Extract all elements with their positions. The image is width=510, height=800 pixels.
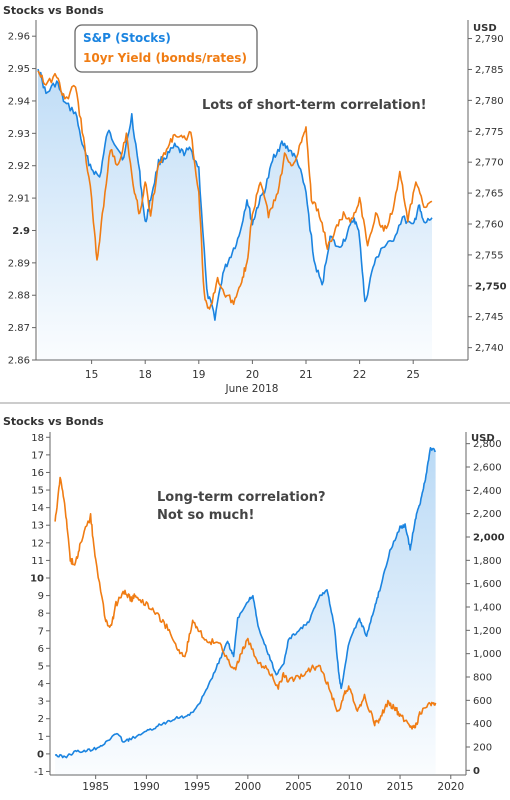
bottom-sp-area bbox=[55, 447, 436, 775]
bottom-left-tick-label: 6 bbox=[38, 644, 44, 655]
top-right-tick-label: 2,770 bbox=[475, 158, 504, 169]
top-yield-series-line bbox=[37, 70, 433, 310]
bottom-left-tick-label: 2 bbox=[38, 714, 44, 725]
bottom-annotation-line-1: Long-term correlation? bbox=[157, 490, 326, 505]
top-left-tick-label: 2.86 bbox=[8, 356, 30, 367]
bottom-right-tick-label: 600 bbox=[473, 696, 492, 707]
bottom-right-tick-label: 2,000 bbox=[473, 533, 505, 544]
bottom-left-tick-label: 5 bbox=[38, 661, 44, 672]
top-x-tick-label: 25 bbox=[407, 369, 420, 381]
bottom-left-tick-label: 3 bbox=[38, 697, 44, 708]
top-x-tick-label: 22 bbox=[353, 369, 366, 381]
legend-box bbox=[74, 24, 258, 73]
bottom-left-tick-label: 0 bbox=[37, 749, 44, 760]
top-x-tick-label: 18 bbox=[139, 369, 152, 381]
top-left-tick-label: 2.96 bbox=[8, 32, 30, 43]
top-right-axis-unit: USD bbox=[473, 23, 497, 34]
bottom-chart-title: Stocks vs Bonds bbox=[3, 415, 104, 428]
top-annotation: Lots of short-term correlation! bbox=[202, 98, 427, 113]
top-left-tick-label: 2.89 bbox=[8, 258, 30, 269]
bottom-right-tick-label: 200 bbox=[473, 743, 492, 754]
legend-sp-label: S&P (Stocks) bbox=[83, 31, 171, 45]
top-x-tick-label: 15 bbox=[85, 369, 98, 381]
bottom-chart: Stocks vs Bonds USD -1012345678910111213… bbox=[3, 415, 505, 793]
top-right-tick-label: 2,780 bbox=[475, 96, 504, 107]
bottom-left-tick-label: 14 bbox=[31, 503, 44, 514]
bottom-left-tick-label: 15 bbox=[31, 486, 44, 497]
top-right-tick-label: 2,750 bbox=[475, 281, 507, 292]
bottom-left-tick-label: 17 bbox=[31, 450, 44, 461]
top-x-tick-label: 21 bbox=[299, 369, 312, 381]
top-x-axis-label: June 2018 bbox=[225, 383, 279, 395]
bottom-left-tick-label: 4 bbox=[38, 679, 44, 690]
bottom-left-tick-label: 1 bbox=[38, 732, 44, 743]
bottom-right-tick-label: 1,000 bbox=[473, 649, 502, 660]
bottom-x-tick-label: 1990 bbox=[133, 781, 160, 793]
top-right-tick-label: 2,745 bbox=[475, 312, 504, 323]
bottom-sp-series-line bbox=[54, 447, 437, 759]
bottom-x-tick-label: 2020 bbox=[437, 781, 464, 793]
bottom-left-tick-label: 9 bbox=[38, 591, 44, 602]
top-right-tick-label: 2,775 bbox=[475, 127, 504, 138]
bottom-yield-series-line bbox=[54, 476, 437, 730]
top-right-tick-label: 2,765 bbox=[475, 189, 504, 200]
bottom-right-tick-label: 2,800 bbox=[473, 439, 502, 450]
bottom-right-tick-label: 2,600 bbox=[473, 463, 502, 474]
bottom-annotation-line-2: Not so much! bbox=[157, 508, 254, 523]
top-right-tick-label: 2,760 bbox=[475, 220, 504, 231]
bottom-left-tick-label: 11 bbox=[31, 556, 44, 567]
bottom-left-tick-label: -1 bbox=[34, 767, 44, 778]
top-left-tick-label: 2.87 bbox=[8, 323, 30, 334]
bottom-right-tick-label: 2,400 bbox=[473, 486, 502, 497]
bottom-left-tick-label: 18 bbox=[31, 433, 44, 444]
bottom-x-tick-label: 1995 bbox=[184, 781, 211, 793]
bottom-right-tick-label: 1,400 bbox=[473, 603, 502, 614]
bottom-x-tick-label: 2005 bbox=[285, 781, 312, 793]
bottom-x-tick-label: 2000 bbox=[234, 781, 261, 793]
top-left-tick-label: 2.91 bbox=[8, 194, 30, 205]
bottom-left-tick-label: 13 bbox=[31, 521, 44, 532]
top-legend: S&P (Stocks) 10yr Yield (bonds/rates) bbox=[74, 24, 258, 73]
bottom-right-tick-label: 1,800 bbox=[473, 556, 502, 567]
bottom-right-tick-label: 0 bbox=[473, 766, 480, 777]
bottom-right-tick-label: 400 bbox=[473, 719, 492, 730]
bottom-right-tick-label: 1,200 bbox=[473, 626, 502, 637]
top-right-tick-label: 2,740 bbox=[475, 343, 504, 354]
top-chart: Stocks vs Bonds USD 2.862.872.882.892.92… bbox=[3, 4, 507, 395]
bottom-left-tick-label: 12 bbox=[31, 538, 44, 549]
top-left-tick-label: 2.93 bbox=[8, 129, 30, 140]
top-right-tick-label: 2,755 bbox=[475, 250, 504, 261]
bottom-right-tick-label: 800 bbox=[473, 673, 492, 684]
top-left-tick-label: 2.9 bbox=[12, 226, 30, 237]
top-left-tick-label: 2.88 bbox=[8, 291, 30, 302]
top-right-tick-label: 2,785 bbox=[475, 65, 504, 76]
bottom-x-tick-label: 1985 bbox=[82, 781, 109, 793]
bottom-x-tick-label: 2010 bbox=[336, 781, 363, 793]
top-x-tick-label: 19 bbox=[192, 369, 205, 381]
bottom-left-tick-label: 16 bbox=[31, 468, 44, 479]
bottom-left-tick-label: 10 bbox=[30, 573, 44, 584]
top-chart-title: Stocks vs Bonds bbox=[3, 4, 104, 17]
top-sp-series-line bbox=[37, 68, 433, 321]
bottom-left-tick-label: 8 bbox=[38, 609, 44, 620]
bottom-x-tick-label: 2015 bbox=[387, 781, 414, 793]
top-left-tick-label: 2.95 bbox=[8, 64, 30, 75]
top-sp-area bbox=[38, 69, 432, 360]
top-x-tick-label: 20 bbox=[246, 369, 259, 381]
top-left-tick-label: 2.92 bbox=[8, 161, 30, 172]
bottom-left-tick-label: 7 bbox=[38, 626, 44, 637]
top-left-tick-label: 2.94 bbox=[8, 96, 30, 107]
bottom-right-axis-unit: USD bbox=[471, 433, 495, 444]
bottom-right-tick-label: 1,600 bbox=[473, 579, 502, 590]
bottom-right-tick-label: 2,200 bbox=[473, 509, 502, 520]
legend-yield-label: 10yr Yield (bonds/rates) bbox=[83, 51, 247, 65]
top-right-tick-label: 2,790 bbox=[475, 34, 504, 45]
